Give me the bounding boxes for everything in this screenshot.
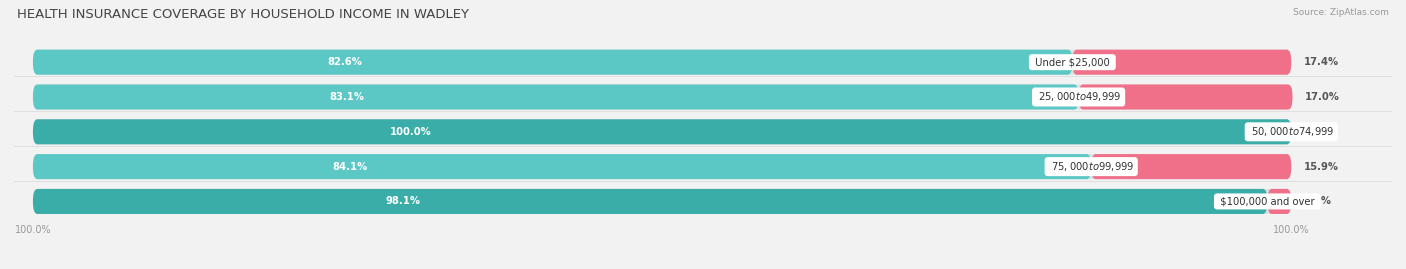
- FancyBboxPatch shape: [32, 50, 1291, 75]
- Text: 0.0%: 0.0%: [1303, 127, 1331, 137]
- Text: 1.9%: 1.9%: [1303, 196, 1331, 206]
- Legend: With Coverage, Without Coverage: With Coverage, Without Coverage: [485, 264, 700, 269]
- Text: 98.1%: 98.1%: [385, 196, 420, 206]
- Text: $25,000 to $49,999: $25,000 to $49,999: [1035, 90, 1122, 104]
- FancyBboxPatch shape: [32, 154, 1291, 179]
- Text: Source: ZipAtlas.com: Source: ZipAtlas.com: [1294, 8, 1389, 17]
- FancyBboxPatch shape: [32, 189, 1267, 214]
- FancyBboxPatch shape: [32, 50, 1073, 75]
- Text: $50,000 to $74,999: $50,000 to $74,999: [1247, 125, 1334, 138]
- Text: 84.1%: 84.1%: [333, 162, 368, 172]
- FancyBboxPatch shape: [32, 84, 1291, 109]
- Text: $75,000 to $99,999: $75,000 to $99,999: [1047, 160, 1135, 173]
- FancyBboxPatch shape: [1078, 84, 1292, 109]
- FancyBboxPatch shape: [32, 84, 1078, 109]
- Text: Under $25,000: Under $25,000: [1032, 57, 1112, 67]
- Text: 82.6%: 82.6%: [328, 57, 363, 67]
- FancyBboxPatch shape: [32, 119, 1291, 144]
- Text: 83.1%: 83.1%: [329, 92, 364, 102]
- FancyBboxPatch shape: [1267, 189, 1291, 214]
- FancyBboxPatch shape: [32, 189, 1291, 214]
- Text: 100.0%: 100.0%: [389, 127, 432, 137]
- Text: HEALTH INSURANCE COVERAGE BY HOUSEHOLD INCOME IN WADLEY: HEALTH INSURANCE COVERAGE BY HOUSEHOLD I…: [17, 8, 468, 21]
- Text: 17.0%: 17.0%: [1305, 92, 1340, 102]
- FancyBboxPatch shape: [1073, 50, 1291, 75]
- Text: $100,000 and over: $100,000 and over: [1218, 196, 1317, 206]
- FancyBboxPatch shape: [32, 119, 1291, 144]
- Text: 17.4%: 17.4%: [1303, 57, 1339, 67]
- Text: 15.9%: 15.9%: [1303, 162, 1339, 172]
- FancyBboxPatch shape: [32, 154, 1091, 179]
- FancyBboxPatch shape: [1091, 154, 1291, 179]
